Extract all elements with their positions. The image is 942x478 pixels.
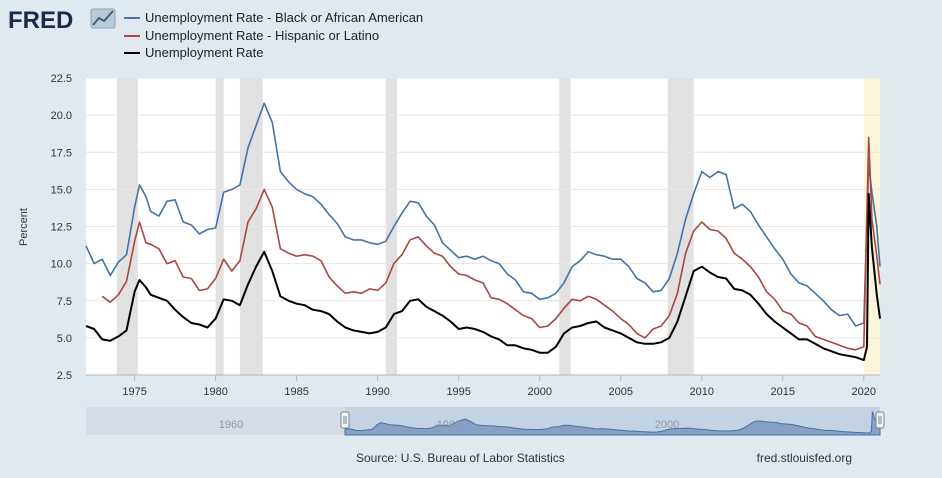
y-axis: 2.5 5.0 7.5 10.0 12.5 15.0 17.5 20.0 22.5 bbox=[51, 73, 72, 382]
x-tick-label: 2015 bbox=[771, 386, 795, 398]
navigator-series-area bbox=[344, 411, 881, 436]
y-tick-label: 5.0 bbox=[57, 333, 72, 345]
x-tick-label: 2020 bbox=[852, 386, 876, 398]
logo-text: FRED bbox=[8, 7, 73, 34]
x-tick-label: 1995 bbox=[446, 386, 470, 398]
y-tick-label: 10.0 bbox=[51, 259, 72, 271]
navigator-right-handle[interactable] bbox=[875, 411, 885, 429]
fred-logo[interactable]: FRED bbox=[8, 7, 116, 34]
navigator-left-handle[interactable] bbox=[340, 411, 350, 429]
navigator-label-2000: 2000 bbox=[655, 419, 679, 431]
legend-item-hispanic[interactable]: Unemployment Rate - Hispanic or Latino bbox=[124, 28, 379, 43]
range-navigator[interactable]: 1960 1980 2000 bbox=[86, 407, 885, 436]
x-tick-label: 1990 bbox=[365, 386, 389, 398]
logo-graph-icon bbox=[90, 8, 116, 29]
source-text: Source: U.S. Bureau of Labor Statistics bbox=[356, 451, 565, 465]
legend-label-total: Unemployment Rate bbox=[145, 45, 264, 60]
y-tick-label: 7.5 bbox=[57, 296, 72, 308]
legend-item-total[interactable]: Unemployment Rate bbox=[124, 45, 264, 60]
x-tick-label: 1980 bbox=[203, 386, 227, 398]
site-link[interactable]: fred.stlouisfed.org bbox=[757, 451, 852, 465]
legend: Unemployment Rate - Black or African Ame… bbox=[124, 10, 423, 60]
y-tick-label: 12.5 bbox=[51, 222, 72, 234]
y-tick-label: 20.0 bbox=[51, 110, 72, 122]
legend-item-black[interactable]: Unemployment Rate - Black or African Ame… bbox=[124, 10, 423, 25]
series-lines[interactable] bbox=[85, 102, 881, 362]
navigator-label-1960: 1960 bbox=[219, 419, 243, 431]
gridlines bbox=[86, 77, 880, 376]
x-tick-label: 1975 bbox=[122, 386, 146, 398]
y-axis-label: Percent bbox=[18, 208, 30, 246]
series-line-total[interactable] bbox=[85, 192, 881, 362]
x-tick-label: 2000 bbox=[527, 386, 551, 398]
x-tick-label: 2010 bbox=[690, 386, 714, 398]
y-tick-label: 17.5 bbox=[51, 147, 72, 159]
x-tick-label: 2005 bbox=[608, 386, 632, 398]
x-tick-label: 1985 bbox=[284, 386, 308, 398]
legend-label-black: Unemployment Rate - Black or African Ame… bbox=[145, 10, 423, 25]
y-tick-label: 22.5 bbox=[51, 73, 72, 85]
legend-label-hispanic: Unemployment Rate - Hispanic or Latino bbox=[145, 28, 379, 43]
x-axis: 1975 1980 1985 1990 1995 2000 2005 2010 2015 2020 bbox=[122, 375, 876, 398]
y-tick-label: 2.5 bbox=[57, 370, 72, 382]
navigator-label-1980: 1980 bbox=[437, 419, 461, 431]
y-tick-label: 15.0 bbox=[51, 184, 72, 196]
series-line-black[interactable] bbox=[85, 102, 881, 327]
series-line-hispanic[interactable] bbox=[101, 136, 881, 351]
